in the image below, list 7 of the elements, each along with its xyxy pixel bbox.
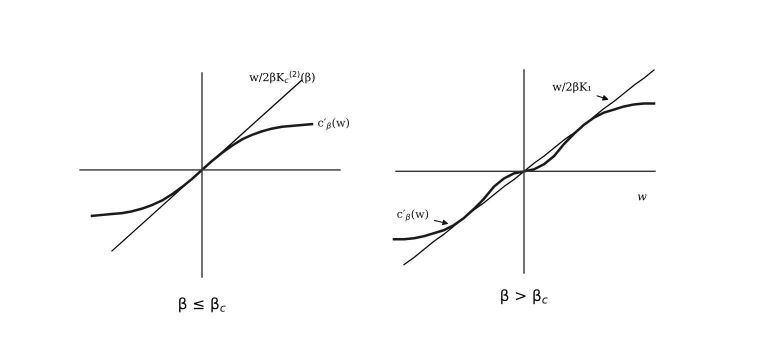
text: β > β$_{c}$	[501, 289, 548, 304]
text: β ≤ β$_{c}$	[179, 297, 226, 312]
legend-label: c′$_{β}$(w)	[397, 209, 428, 222]
series-label: w/2βK₁	[552, 82, 591, 93]
series-label: w/2βK$_{c}$$^{(2)}$(β)	[249, 70, 315, 84]
series-label: c′$_{β}$(w)	[318, 118, 349, 130]
x-axis-title: w	[638, 194, 647, 200]
